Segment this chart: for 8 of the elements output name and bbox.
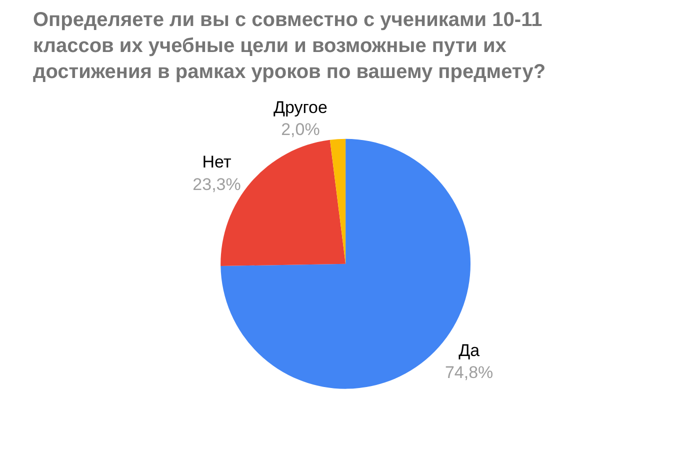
slice-label: Другое [273, 98, 328, 118]
pie-slice [330, 138, 346, 264]
slice-label: Нет [202, 152, 232, 172]
slice-label: Да [458, 341, 480, 360]
chart-title: Определяете ли вы с совместно с учениками 10-11 классов их учебные цели и возможные пути их достижения в рамках уроков по вашему предмету? [33, 9, 546, 83]
data-label: 2,0% [281, 120, 320, 140]
data-label: 23,3% [192, 174, 241, 194]
data-label: 74,8% [444, 363, 494, 382]
